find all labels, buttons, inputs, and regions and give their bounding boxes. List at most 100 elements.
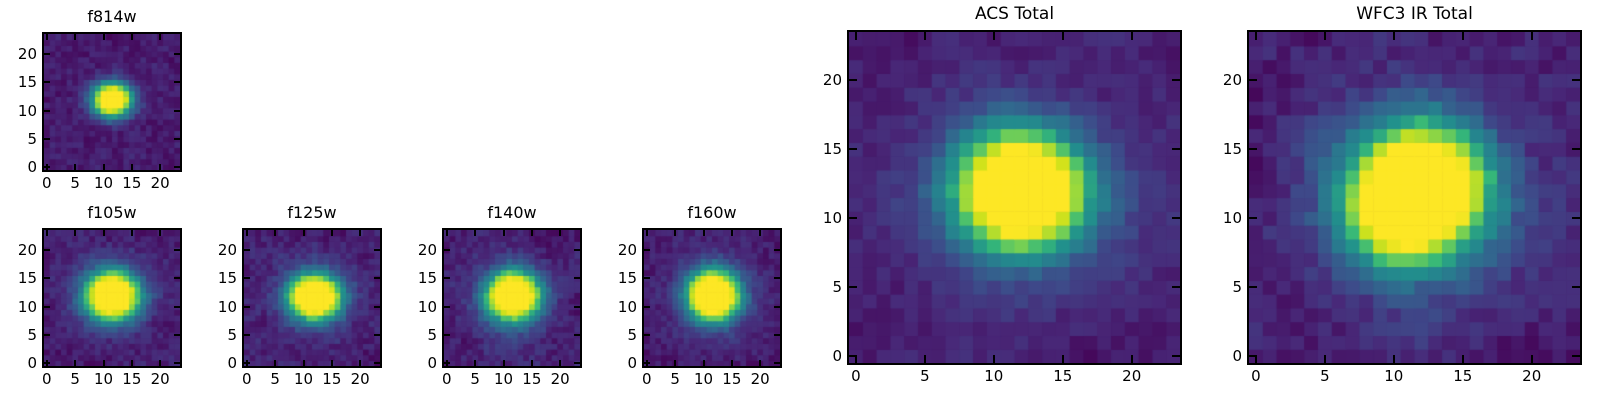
tick-mark	[923, 32, 926, 40]
tick-mark	[574, 305, 580, 308]
heatmap-canvas	[44, 34, 180, 170]
tick-mark	[274, 230, 277, 236]
x-tick-label: 10	[984, 367, 1004, 385]
y-tick-label: 5	[227, 325, 237, 344]
tick-mark	[1572, 286, 1580, 289]
panel-title-f160w: f160w	[687, 203, 737, 223]
tick-mark	[644, 248, 650, 251]
tick-mark	[44, 277, 50, 280]
y-tick-label: 5	[1232, 277, 1242, 296]
tick-mark	[174, 166, 180, 169]
tick-mark	[1172, 217, 1180, 220]
tick-mark	[730, 230, 733, 236]
tick-mark	[644, 333, 650, 336]
tick-mark	[774, 362, 780, 365]
tick-mark	[1172, 355, 1180, 358]
tick-mark	[102, 164, 105, 170]
tick-mark	[244, 248, 250, 251]
tick-mark	[574, 333, 580, 336]
plot-area-acs-total: 0 5 10 15 20 0 5 10 15 20	[823, 30, 1182, 384]
x-tick-label: 15	[722, 370, 742, 388]
x-tick-label: 0	[242, 370, 252, 388]
tick-mark	[244, 305, 250, 308]
tick-mark	[44, 362, 50, 365]
x-tick-label: 20	[550, 370, 570, 388]
y-tick-label: 20	[217, 240, 237, 259]
tick-mark	[1323, 32, 1326, 40]
tick-mark	[759, 230, 762, 236]
tick-mark	[374, 333, 380, 336]
x-tick-label: 20	[350, 370, 370, 388]
tick-mark	[530, 360, 533, 366]
tick-mark	[1572, 148, 1580, 151]
tick-mark	[174, 109, 180, 112]
tick-mark	[1392, 355, 1395, 363]
y-tick-label: 20	[17, 240, 37, 259]
y-tick-label: 10	[822, 208, 842, 227]
x-tick-label: 10	[493, 370, 514, 388]
tick-mark	[674, 230, 677, 236]
panel-f125w: f125w 0 5 10 15 20 0 5 10 15 20	[218, 204, 382, 387]
tick-mark	[159, 230, 162, 236]
y-tick-label: 10	[1222, 208, 1242, 227]
y-tick-label: 0	[627, 353, 637, 372]
tick-mark	[102, 34, 105, 40]
panel-title-acs-total: ACS Total	[974, 4, 1055, 25]
tick-mark	[174, 362, 180, 365]
tick-mark	[445, 230, 448, 236]
tick-mark	[174, 277, 180, 280]
y-tick-label: 0	[227, 353, 237, 372]
tick-mark	[245, 230, 248, 236]
tick-mark	[1530, 32, 1533, 40]
tick-mark	[174, 333, 180, 336]
tick-mark	[1130, 32, 1133, 40]
tick-mark	[44, 109, 50, 112]
y-tick-label: 10	[617, 297, 637, 316]
x-tick-label: 20	[150, 174, 170, 192]
tick-mark	[1392, 32, 1395, 40]
tick-mark	[1249, 217, 1257, 220]
tick-mark	[1249, 286, 1257, 289]
tick-mark	[374, 305, 380, 308]
y-tick-label: 10	[417, 297, 437, 316]
tick-mark	[159, 34, 162, 40]
tick-mark	[702, 230, 705, 236]
panel-f814w: f814w 0 5 10 15 20 0 5 10 15 20	[18, 8, 182, 191]
x-tick-label: 5	[1320, 367, 1330, 385]
tick-mark	[330, 230, 333, 236]
tick-mark	[559, 360, 562, 366]
x-tick-label: 15	[1053, 367, 1073, 385]
plot-area-f160w: 0 5 10 15 20 0 5 10 15 20	[618, 228, 782, 387]
x-tick-label: 20	[1122, 367, 1142, 385]
tick-mark	[174, 52, 180, 55]
tick-mark	[159, 360, 162, 366]
tick-mark	[44, 305, 50, 308]
x-tick-label: 5	[270, 370, 280, 388]
tick-mark	[374, 277, 380, 280]
heatmap-canvas	[44, 230, 180, 366]
y-tick-label: 10	[217, 297, 237, 316]
y-tick-label: 0	[427, 353, 437, 372]
tick-mark	[530, 230, 533, 236]
tick-mark	[1572, 79, 1580, 82]
tick-mark	[302, 360, 305, 366]
y-tick-label: 15	[617, 268, 637, 287]
panel-title-wfc3-ir-total: WFC3 IR Total	[1356, 4, 1473, 25]
plot-area-f814w: 0 5 10 15 20 0 5 10 15 20	[18, 32, 182, 191]
x-tick-label: 20	[750, 370, 770, 388]
heatmap-canvas	[849, 32, 1180, 363]
plot-area-f125w: 0 5 10 15 20 0 5 10 15 20	[218, 228, 382, 387]
tick-mark	[174, 305, 180, 308]
y-tick-label: 20	[17, 44, 37, 63]
panel-acs-total: ACS Total 0 5 10 15 20 0 5 10 15 20	[823, 5, 1182, 384]
panel-title-f140w: f140w	[487, 203, 537, 223]
tick-mark	[644, 362, 650, 365]
y-tick-label: 15	[17, 72, 37, 91]
heatmap-canvas	[644, 230, 780, 366]
x-tick-label: 10	[693, 370, 714, 388]
tick-mark	[574, 248, 580, 251]
x-tick-label: 0	[1251, 367, 1261, 385]
tick-mark	[774, 305, 780, 308]
y-tick-label: 5	[27, 129, 37, 148]
y-tick-label: 15	[1222, 139, 1242, 158]
